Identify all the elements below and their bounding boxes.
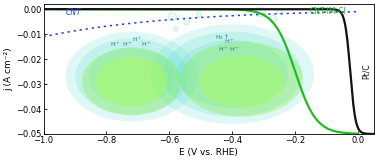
Ellipse shape [177, 40, 288, 108]
Ellipse shape [184, 19, 189, 24]
Ellipse shape [169, 14, 176, 20]
Ellipse shape [199, 56, 284, 108]
Ellipse shape [256, 7, 265, 16]
Ellipse shape [95, 57, 168, 106]
Ellipse shape [163, 32, 302, 117]
Text: CNT-IM-Cl: CNT-IM-Cl [309, 7, 346, 16]
Ellipse shape [174, 28, 177, 31]
Text: CNT: CNT [65, 8, 81, 17]
Ellipse shape [270, 16, 276, 22]
Y-axis label: j (A cm⁻²): j (A cm⁻²) [4, 47, 13, 91]
Text: H$^+$: H$^+$ [218, 45, 229, 54]
Text: H$^+$: H$^+$ [141, 40, 152, 49]
Ellipse shape [65, 32, 198, 122]
Text: H$^+$: H$^+$ [225, 37, 235, 46]
Text: H$^+$: H$^+$ [229, 45, 240, 54]
Text: H$^+$: H$^+$ [132, 35, 143, 44]
Ellipse shape [82, 48, 181, 115]
Text: H$_2$$\uparrow$: H$_2$$\uparrow$ [215, 32, 230, 42]
Ellipse shape [150, 24, 314, 124]
X-axis label: E (V vs. RHE): E (V vs. RHE) [179, 148, 238, 157]
Ellipse shape [76, 38, 188, 115]
Ellipse shape [277, 9, 282, 14]
Text: Pt/C: Pt/C [361, 64, 370, 79]
Text: H$^+$: H$^+$ [122, 40, 133, 49]
Text: H$^+$: H$^+$ [110, 40, 121, 49]
Ellipse shape [198, 12, 201, 16]
Ellipse shape [89, 47, 175, 106]
Ellipse shape [180, 42, 303, 117]
